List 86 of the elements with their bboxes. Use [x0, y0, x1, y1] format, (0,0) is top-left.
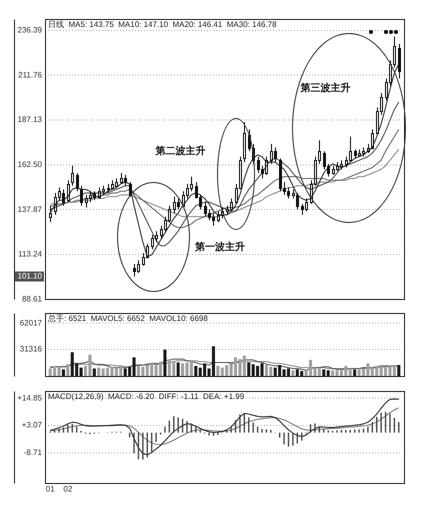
- bar: [291, 370, 294, 376]
- candlestick: [124, 174, 127, 186]
- x-tick-label: 01: [46, 484, 56, 494]
- bar: [172, 360, 176, 376]
- y-tick-label: 88.61: [22, 294, 43, 304]
- bar: [185, 362, 189, 376]
- candlestick: [354, 148, 357, 159]
- candlestick: [340, 160, 343, 170]
- y-tick-label: 137.87: [18, 204, 43, 214]
- candlestick: [98, 187, 101, 199]
- y-tick-label: +3.07: [22, 420, 43, 430]
- candlestick: [151, 234, 154, 250]
- bar: [318, 368, 321, 376]
- candlestick: [274, 147, 277, 163]
- bar: [57, 366, 61, 376]
- candlestick: [217, 210, 220, 223]
- bar: [110, 366, 114, 376]
- candlestick: [137, 260, 140, 274]
- bar: [358, 369, 361, 376]
- candlestick: [279, 158, 282, 192]
- bar: [181, 363, 184, 376]
- bar: [242, 356, 246, 376]
- y-tick-label: 113.24: [18, 250, 43, 259]
- candlestick: [398, 43, 401, 79]
- annotation: 第三波主升: [299, 82, 350, 94]
- candlestick: [332, 165, 335, 176]
- bar: [348, 368, 352, 376]
- y-tick-label: 62017: [20, 318, 43, 328]
- bar: [375, 366, 378, 376]
- y-tick-label: 187.13: [18, 115, 43, 124]
- bar: [335, 370, 339, 376]
- candlestick: [71, 165, 74, 186]
- bar: [119, 366, 122, 376]
- bar: [146, 365, 149, 376]
- bar: [234, 357, 238, 376]
- bar: [269, 366, 272, 376]
- bar: [190, 360, 193, 376]
- text: 101.10: [18, 272, 43, 281]
- chart-title: MACD(12,26,9) MACD: -6.20 DIFF: -1.11 DEA: +1.99: [48, 392, 245, 402]
- candlestick: [85, 194, 88, 208]
- y-tick-label: 162.50: [18, 160, 43, 170]
- y-tick-label: 31316: [20, 344, 43, 354]
- bar: [97, 368, 100, 376]
- candlestick: [358, 148, 361, 158]
- annotation: 第一波主升: [194, 241, 245, 254]
- candlestick: [111, 180, 114, 190]
- candlestick: [80, 185, 83, 206]
- x-tick-label: 02: [63, 484, 73, 494]
- candlestick: [305, 198, 308, 212]
- candlestick: [93, 190, 96, 201]
- bar: [331, 370, 334, 376]
- candlestick: [76, 172, 79, 192]
- candlestick: [49, 205, 52, 223]
- candlestick: [177, 198, 180, 210]
- candlestick: [67, 180, 70, 203]
- candlestick: [173, 196, 176, 214]
- chart-title: 日线 MA5: 143.75 MA10: 147.10 MA20: 146.41 MA30: 146.78: [48, 20, 278, 30]
- candlestick: [270, 143, 273, 164]
- y-tick-label: +14.85: [17, 393, 43, 402]
- candlestick: [62, 188, 65, 206]
- annotation: 第二波主升: [154, 144, 206, 157]
- candlestick: [204, 202, 207, 218]
- candlestick: [133, 263, 136, 277]
- y-tick-label: 236.39: [18, 26, 43, 35]
- bar: [388, 366, 392, 376]
- candlestick: [230, 198, 233, 212]
- bar: [66, 364, 70, 376]
- y-tick-label: -8.71: [24, 448, 43, 458]
- candlestick: [120, 172, 123, 184]
- chart-title: 总手: 6521 MAVOL5: 6652 MAVOL10: 6698: [47, 314, 208, 324]
- candlestick: [115, 178, 118, 188]
- y-tick-label: 211.76: [18, 70, 43, 80]
- candlestick: [371, 128, 374, 150]
- bar: [158, 362, 162, 376]
- candlestick: [336, 162, 339, 172]
- candlestick: [243, 122, 246, 163]
- candlestick: [221, 207, 224, 219]
- candlestick: [102, 185, 105, 196]
- candlestick: [362, 147, 365, 158]
- candlestick: [265, 156, 268, 176]
- bar: [88, 354, 92, 376]
- candlestick: [107, 183, 110, 194]
- bar: [48, 368, 52, 376]
- candlestick: [296, 192, 299, 210]
- candlestick: [212, 212, 215, 226]
- bar: [392, 365, 396, 376]
